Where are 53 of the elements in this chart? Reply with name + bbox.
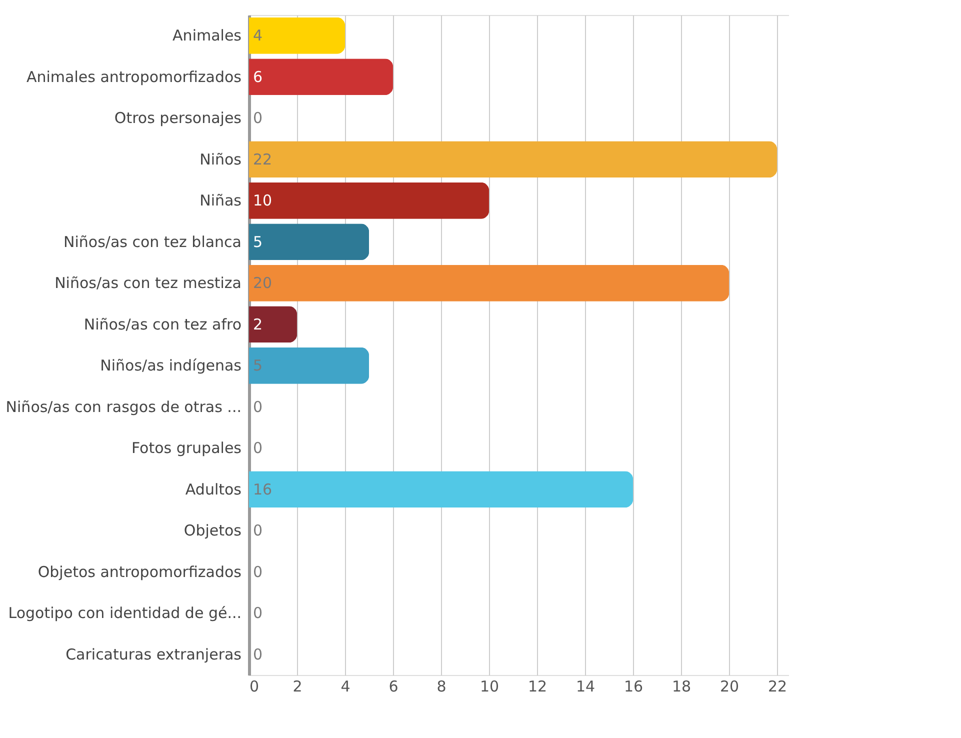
y-tick-label: Otros personajes bbox=[114, 109, 242, 128]
data-label: 16 bbox=[253, 480, 272, 498]
data-label: 10 bbox=[253, 192, 272, 210]
data-label: 0 bbox=[253, 562, 263, 581]
bar bbox=[249, 471, 633, 508]
data-label: 6 bbox=[253, 68, 263, 86]
bar bbox=[249, 347, 369, 384]
x-tick-label: 8 bbox=[436, 678, 446, 696]
x-tick-label: 14 bbox=[576, 678, 596, 696]
bar bbox=[249, 141, 777, 178]
data-label: 5 bbox=[253, 356, 263, 375]
bar bbox=[249, 182, 489, 219]
data-label: 0 bbox=[253, 439, 263, 458]
data-label: 0 bbox=[253, 109, 263, 128]
x-tick-label: 0 bbox=[250, 678, 260, 696]
x-tick-label: 18 bbox=[672, 678, 692, 696]
data-label: 2 bbox=[253, 315, 263, 334]
x-tick-label: 10 bbox=[480, 678, 500, 696]
x-tick-label: 22 bbox=[768, 678, 788, 696]
x-tick-label: 16 bbox=[624, 678, 644, 696]
y-tick-label: Logotipo con identidad de gé... bbox=[8, 604, 242, 622]
data-label: 22 bbox=[253, 150, 272, 168]
x-tick-label: 12 bbox=[528, 678, 548, 696]
y-tick-label: Niños bbox=[200, 150, 242, 168]
data-label: 4 bbox=[253, 26, 263, 45]
y-tick-label: Niñas bbox=[200, 192, 242, 210]
x-tick-label: 2 bbox=[292, 678, 302, 696]
data-label: 0 bbox=[253, 522, 263, 540]
x-tick-label: 20 bbox=[720, 678, 740, 696]
y-tick-label: Niños/as con tez mestiza bbox=[54, 274, 242, 292]
bar bbox=[249, 58, 393, 96]
bar bbox=[249, 224, 369, 260]
x-tick-label: 6 bbox=[388, 678, 398, 696]
y-tick-label: Niños/as con tez afro bbox=[84, 315, 242, 334]
y-tick-label: Adultos bbox=[185, 480, 242, 498]
data-label: 0 bbox=[253, 398, 263, 416]
data-label: 20 bbox=[253, 274, 272, 292]
data-label: 0 bbox=[253, 604, 263, 622]
y-tick-label: Caricaturas extranjeras bbox=[66, 645, 242, 664]
y-tick-label: Objetos bbox=[184, 522, 242, 540]
y-tick-label: Fotos grupales bbox=[131, 439, 242, 458]
y-tick-label: Objetos antropomorfizados bbox=[38, 562, 242, 581]
y-tick-label: Niños/as con rasgos de otras ... bbox=[6, 398, 242, 416]
bar bbox=[249, 306, 297, 343]
data-label: 0 bbox=[253, 645, 263, 664]
data-label: 5 bbox=[253, 232, 263, 251]
y-tick-label: Niños/as indígenas bbox=[100, 356, 242, 375]
y-tick-label: Niños/as con tez blanca bbox=[64, 232, 242, 251]
bar bbox=[249, 17, 345, 54]
y-tick-label: Animales antropomorfizados bbox=[26, 68, 242, 86]
x-tick-label: 4 bbox=[340, 678, 350, 696]
y-tick-label: Animales bbox=[172, 26, 242, 45]
bar bbox=[249, 264, 729, 302]
